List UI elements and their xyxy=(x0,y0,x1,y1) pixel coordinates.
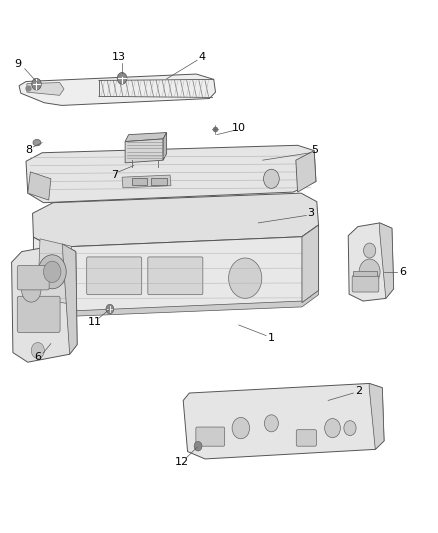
Circle shape xyxy=(264,169,279,188)
Text: 12: 12 xyxy=(175,457,189,466)
Circle shape xyxy=(194,441,202,451)
Text: 9: 9 xyxy=(14,60,22,69)
Polygon shape xyxy=(27,83,64,95)
FancyBboxPatch shape xyxy=(352,276,379,292)
Circle shape xyxy=(106,304,114,314)
Polygon shape xyxy=(125,133,166,142)
Bar xyxy=(151,177,166,185)
Polygon shape xyxy=(296,151,316,192)
FancyBboxPatch shape xyxy=(296,430,316,446)
Polygon shape xyxy=(19,74,215,106)
Polygon shape xyxy=(38,239,71,304)
Text: 5: 5 xyxy=(311,144,318,155)
FancyBboxPatch shape xyxy=(196,427,225,446)
Text: 2: 2 xyxy=(355,386,362,397)
Polygon shape xyxy=(302,225,318,303)
FancyBboxPatch shape xyxy=(148,257,203,295)
Text: 3: 3 xyxy=(307,208,314,219)
Text: 10: 10 xyxy=(232,123,246,133)
Bar xyxy=(353,271,378,276)
Polygon shape xyxy=(380,223,394,298)
Text: 13: 13 xyxy=(112,52,126,61)
Polygon shape xyxy=(369,383,384,449)
Text: 4: 4 xyxy=(198,52,205,61)
Text: 8: 8 xyxy=(25,144,33,155)
Circle shape xyxy=(229,258,262,298)
Circle shape xyxy=(325,418,340,438)
Polygon shape xyxy=(183,383,384,459)
FancyBboxPatch shape xyxy=(17,265,49,290)
Polygon shape xyxy=(32,193,318,247)
Polygon shape xyxy=(163,133,166,160)
Circle shape xyxy=(21,279,41,302)
Text: 11: 11 xyxy=(88,317,102,327)
Circle shape xyxy=(364,243,376,258)
Polygon shape xyxy=(63,244,77,354)
Circle shape xyxy=(265,415,279,432)
Polygon shape xyxy=(33,225,318,313)
Ellipse shape xyxy=(33,140,41,146)
Text: 7: 7 xyxy=(111,170,118,180)
Polygon shape xyxy=(348,223,394,301)
Circle shape xyxy=(32,78,41,90)
Polygon shape xyxy=(125,139,163,163)
Polygon shape xyxy=(122,175,171,188)
Circle shape xyxy=(359,259,380,285)
FancyBboxPatch shape xyxy=(17,296,60,333)
Bar xyxy=(132,177,147,185)
Polygon shape xyxy=(28,172,51,200)
Text: 6: 6 xyxy=(34,352,41,362)
Text: 1: 1 xyxy=(268,333,275,343)
FancyBboxPatch shape xyxy=(87,257,142,295)
Polygon shape xyxy=(12,244,77,362)
Circle shape xyxy=(43,261,61,282)
Polygon shape xyxy=(26,146,316,203)
Circle shape xyxy=(232,417,250,439)
Circle shape xyxy=(344,421,356,435)
Polygon shape xyxy=(38,289,318,317)
Text: 6: 6 xyxy=(399,267,406,277)
Circle shape xyxy=(117,72,127,84)
Circle shape xyxy=(31,343,44,359)
Circle shape xyxy=(38,255,66,289)
